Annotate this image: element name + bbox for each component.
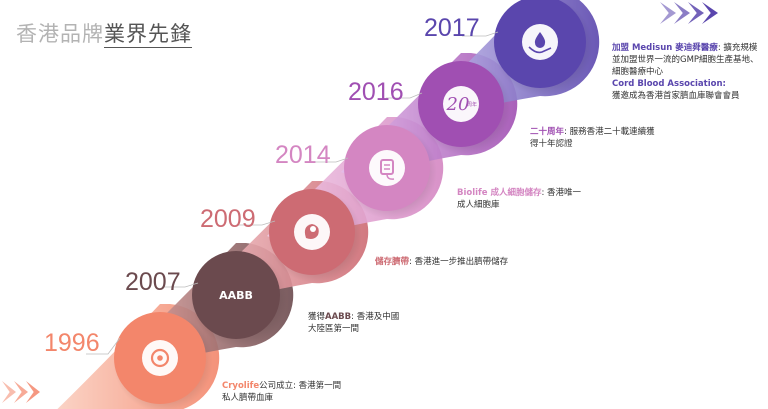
year-label-2016: 2016 <box>348 78 404 106</box>
left-chevrons-icon <box>2 381 40 403</box>
caption-2016: 二十周年: 服務香港二十載連續獲 得十年認證 <box>530 126 655 150</box>
timeline-brackets <box>86 31 499 355</box>
connector-2009 <box>238 220 276 226</box>
caption-2007: 獲得AABB: 香港及中國 大陸區第一間 <box>308 311 399 335</box>
caption-2014-kw: Biolife 成人細胞儲存 <box>457 188 542 198</box>
caption-1996-line2: 私人臍帶血庫 <box>222 393 274 403</box>
caption-2007-kw: AABB <box>325 312 352 322</box>
caption-2016-line2: 得十年認證 <box>530 139 573 149</box>
connector-2017 <box>462 31 499 37</box>
year-label-2014: 2014 <box>275 141 331 169</box>
caption-2017-kw: 加盟 Medisun 麥迪舜醫療 <box>612 43 718 53</box>
caption-2009: 儲存臍帶: 香港進一步推出臍帶儲存 <box>375 256 508 268</box>
caption-1996: Cryolife公司成立: 香港第一間 私人臍帶血庫 <box>222 380 341 404</box>
page-title: 香港品牌業界先鋒 <box>16 18 192 48</box>
caption-2017-line2: 並加盟世界一流的GMP細胞生產基地、 <box>612 55 759 65</box>
caption-2017-line3: 細胞醫療中心 <box>612 67 664 77</box>
aabb-logo-icon: AABB <box>219 289 253 302</box>
caption-2014-line2: 成人細胞庫 <box>457 200 500 210</box>
caption-2009-text: : 香港進一步推出臍帶儲存 <box>409 257 509 267</box>
connector-1996 <box>86 337 121 355</box>
caption-2009-kw: 儲存臍帶 <box>375 257 410 267</box>
caption-2017: 加盟 Medisun 麥迪舜醫療: 擴充規模 並加盟世界一流的GMP細胞生產基地… <box>612 42 759 102</box>
year-label-2007: 2007 <box>125 268 181 296</box>
connector-2014 <box>312 157 349 163</box>
caption-1996-text: 公司成立: 香港第一間 <box>259 381 342 391</box>
year-label-2017: 2017 <box>424 14 480 42</box>
blood-bag-icon <box>380 159 395 180</box>
right-chevrons-icon <box>660 2 718 24</box>
caption-2016-kw: 二十周年 <box>530 127 565 137</box>
milestone-circle-2017 <box>493 0 593 96</box>
embryo-icon <box>304 224 319 239</box>
caption-1996-kw: Cryolife <box>222 381 260 391</box>
caption-2007-text-b: : 香港及中國 <box>351 312 400 322</box>
caption-2014: Biolife 成人細胞儲存: 香港唯一 成人細胞庫 <box>457 187 581 211</box>
target-icon <box>150 348 170 368</box>
year-label-2009: 2009 <box>200 205 256 233</box>
caption-2017-text: : 擴充規模 <box>717 43 758 53</box>
milestone-circle-2014 <box>343 125 437 219</box>
milestone-circle-2007: AABB <box>191 251 287 347</box>
caption-2016-text: : 服務香港二十載連續獲 <box>564 127 655 137</box>
aabb-logo-text: AABB <box>219 289 253 302</box>
caption-2014-text: : 香港唯一 <box>541 188 582 198</box>
hand-drop-icon <box>528 32 552 54</box>
page-title-strong: 業界先鋒 <box>104 22 192 48</box>
caption-2017-extra-kw: Cord Blood Association: <box>612 79 726 89</box>
anniversary-number: 20 <box>446 94 470 115</box>
milestone-circle-1996 <box>113 312 213 409</box>
caption-2017-extra-line2: 獲邀成為香港首家臍血庫聯會會員 <box>612 91 740 101</box>
caption-2007-text-a: 獲得 <box>308 312 326 322</box>
connector-2016 <box>386 92 423 99</box>
milestone-circle-2009 <box>268 189 362 283</box>
connector-2007 <box>162 282 199 288</box>
caption-2007-line2: 大陸區第一間 <box>308 324 360 334</box>
page-title-light: 香港品牌 <box>16 22 104 46</box>
anniversary-word: 周年 <box>467 101 477 108</box>
year-label-1996: 1996 <box>44 329 100 357</box>
